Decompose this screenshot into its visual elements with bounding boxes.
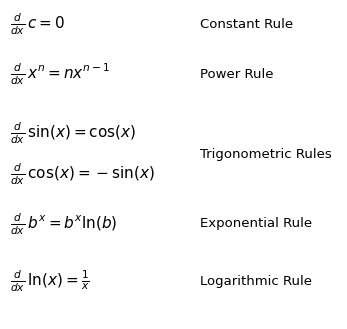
Text: Logarithmic Rule: Logarithmic Rule	[200, 275, 312, 288]
Text: $\frac{d}{dx}\,b^x = b^x \ln(b)$: $\frac{d}{dx}\,b^x = b^x \ln(b)$	[10, 211, 118, 237]
Text: Trigonometric Rules: Trigonometric Rules	[200, 148, 331, 161]
Text: Power Rule: Power Rule	[200, 67, 273, 81]
Text: $\frac{d}{dx}\,x^n = nx^{n-1}$: $\frac{d}{dx}\,x^n = nx^{n-1}$	[10, 61, 111, 87]
Text: $\frac{d}{dx}\,\ln(x) = \frac{1}{x}$: $\frac{d}{dx}\,\ln(x) = \frac{1}{x}$	[10, 268, 90, 294]
Text: Constant Rule: Constant Rule	[200, 18, 293, 31]
Text: $\frac{d}{dx}\,\cos(x) = -\sin(x)$: $\frac{d}{dx}\,\cos(x) = -\sin(x)$	[10, 162, 155, 187]
Text: Exponential Rule: Exponential Rule	[200, 217, 312, 230]
Text: $\frac{d}{dx}\,c = 0$: $\frac{d}{dx}\,c = 0$	[10, 12, 66, 38]
Text: $\frac{d}{dx}\,\sin(x) = \cos(x)$: $\frac{d}{dx}\,\sin(x) = \cos(x)$	[10, 120, 137, 146]
